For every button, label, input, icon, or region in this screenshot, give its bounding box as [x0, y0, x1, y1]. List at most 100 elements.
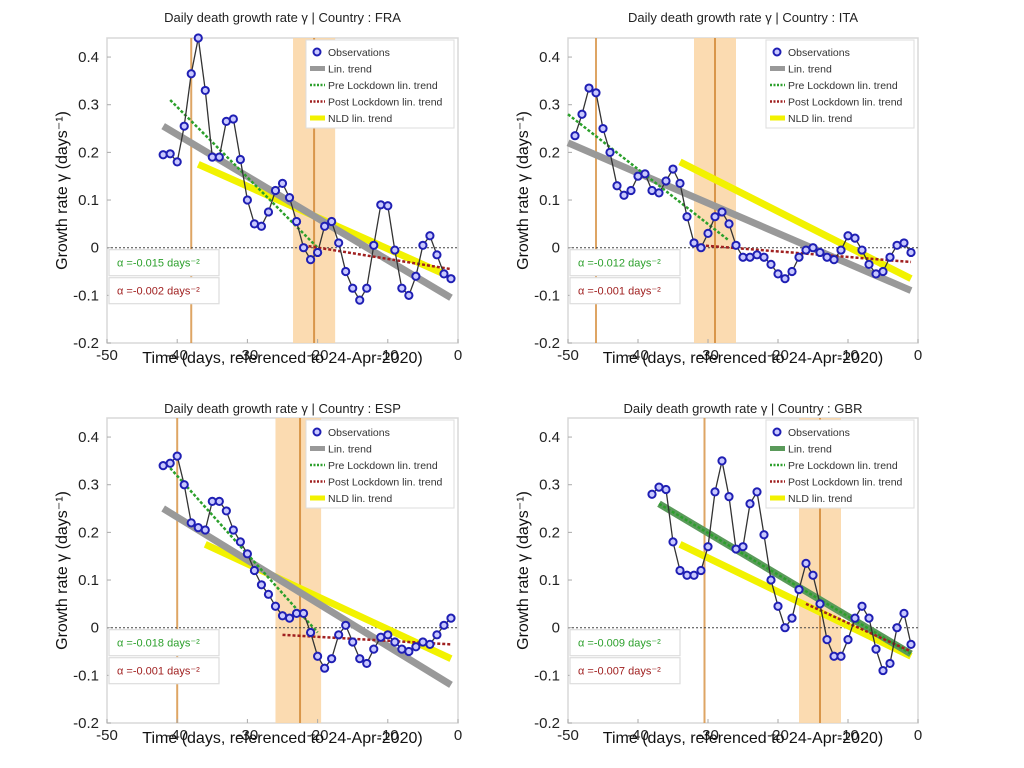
observation-point	[759, 252, 769, 262]
alpha-annotation-label: α =-0.001 days⁻²	[578, 286, 661, 298]
alpha-annotation-box	[569, 277, 681, 305]
y-tick-label: -0.1	[534, 287, 560, 304]
x-tick-label: -10	[837, 347, 859, 364]
observation-point	[242, 195, 252, 205]
x-axis-label: Time (days, referenced to 24-Apr-2020)	[142, 730, 422, 747]
observation-point	[425, 231, 435, 241]
observation-point	[390, 245, 400, 255]
y-tick-label: 0.4	[539, 49, 560, 66]
observation-point	[320, 221, 330, 231]
chart-title: Daily death growth rate γ | Country : FR…	[164, 10, 401, 25]
observation-point	[284, 193, 295, 203]
observation-point	[214, 152, 224, 162]
observation-point	[696, 565, 706, 576]
alpha-annotation-label: α =-0.001 days⁻²	[117, 666, 200, 678]
alpha-annotation-box	[569, 657, 681, 685]
legend-label-lin-trend: Lin. trend	[788, 444, 832, 456]
chart-title: Daily death growth rate γ | Country : IT…	[628, 10, 858, 25]
legend-label-nld-trend: NLD lin. trend	[328, 493, 392, 505]
legend-label-pre-lockdown: Pre Lockdown lin. trend	[788, 80, 898, 92]
observation-point	[794, 252, 804, 262]
observation-point	[577, 109, 587, 119]
observation-point	[857, 245, 867, 255]
x-tick-label: 0	[914, 727, 922, 744]
x-tick-label: -20	[307, 347, 329, 364]
observation-point	[270, 185, 281, 196]
observation-point	[710, 487, 720, 497]
observation-point	[773, 601, 783, 611]
alpha-annotation-box	[108, 629, 220, 657]
observation-point	[885, 658, 895, 669]
x-tick-label: -50	[96, 347, 118, 364]
x-tick-label: 0	[454, 727, 462, 744]
observation-point	[432, 630, 442, 640]
observation-point	[899, 238, 909, 248]
legend: Observations Lin. trend Pre Lockdown lin. …	[305, 39, 455, 129]
observation-point	[383, 201, 393, 211]
observation-point	[446, 274, 456, 284]
legend-label-nld-trend: NLD lin. trend	[328, 113, 392, 125]
y-tick-label: 0	[552, 240, 560, 257]
observation-point	[334, 630, 344, 640]
legend-label-post-lockdown: Post Lockdown lin. trend	[788, 97, 903, 109]
legend-label-post-lockdown: Post Lockdown lin. trend	[788, 477, 903, 489]
observation-point	[305, 255, 316, 265]
lin-trend-line	[566, 139, 913, 294]
pre-lockdown-trend-line	[567, 113, 730, 242]
observation-point	[619, 190, 629, 200]
x-axis-label: Time (days, referenced to 24-Apr-2020)	[603, 730, 883, 747]
observation-point	[228, 525, 238, 535]
observation-point	[668, 164, 678, 174]
x-tick-label: -50	[557, 727, 579, 744]
x-tick-label: 0	[914, 347, 922, 364]
observation-point	[277, 178, 288, 188]
observation-point	[738, 542, 748, 552]
observation-point	[906, 247, 916, 258]
legend: Observations Lin. trend Pre Lockdown lin. …	[305, 419, 455, 509]
observation-point	[892, 623, 902, 633]
observation-point	[214, 496, 224, 506]
observation-point	[724, 219, 734, 229]
observation-point	[815, 247, 825, 258]
observation-point	[591, 88, 601, 98]
observation-point	[570, 131, 580, 141]
alpha-annotation-label: α =-0.002 days⁻²	[117, 286, 200, 298]
y-axis-label: Growth rate γ (days⁻¹)	[54, 491, 71, 650]
observation-point	[165, 149, 175, 159]
observation-point	[179, 121, 189, 131]
x-tick-label: -40	[166, 727, 188, 744]
observation-point	[836, 245, 846, 255]
observation-point	[605, 147, 615, 157]
observation-point	[906, 639, 916, 649]
alpha-annotation-box	[108, 249, 220, 277]
observation-point	[291, 216, 302, 227]
observation-point	[696, 243, 706, 253]
legend-label-observations: Observations	[328, 427, 390, 439]
pre-lockdown-trend-line	[658, 502, 912, 655]
legend-box	[765, 419, 915, 509]
y-tick-label: 0.1	[539, 192, 560, 209]
observation-point	[172, 451, 182, 461]
observation-point	[857, 601, 867, 611]
observation-point	[815, 599, 825, 609]
y-tick-label: -0.2	[534, 715, 560, 732]
observation-point	[221, 506, 231, 516]
alpha-annotation-label: α =-0.009 days⁻²	[578, 638, 661, 650]
y-tick-label: 0	[91, 240, 99, 257]
observation-point	[228, 114, 238, 124]
observation-point	[850, 613, 860, 623]
observation-point	[647, 489, 657, 499]
observation-point	[640, 169, 650, 179]
x-tick-label: -40	[627, 347, 649, 364]
observation-point	[172, 157, 182, 167]
y-tick-label: -0.2	[534, 335, 560, 352]
x-tick-label: -50	[557, 347, 579, 364]
observation-point	[313, 247, 323, 258]
observation-point	[864, 259, 874, 269]
alpha-annotation-box	[569, 249, 681, 277]
alpha-annotation-box	[108, 277, 220, 305]
observation-point	[773, 269, 783, 279]
observation-point	[425, 639, 435, 649]
observation-point	[864, 613, 874, 623]
observation-point	[263, 589, 274, 599]
